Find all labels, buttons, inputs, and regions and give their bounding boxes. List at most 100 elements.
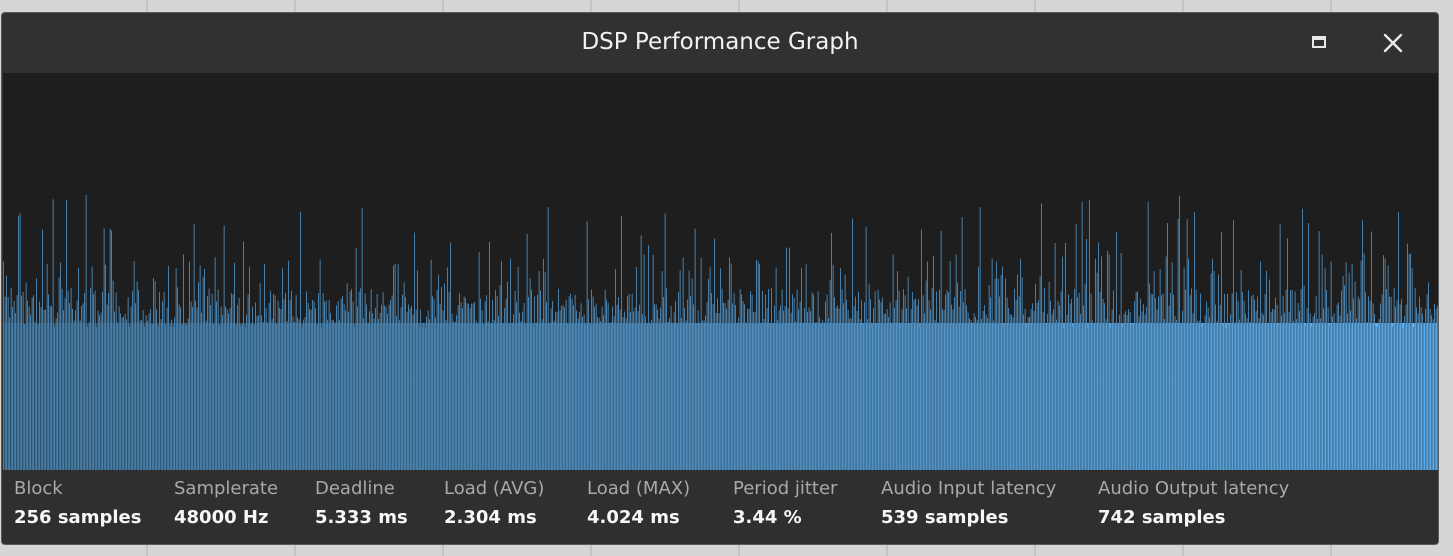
dsp-load-bar [876, 327, 877, 470]
dsp-load-bar [175, 268, 177, 470]
dsp-load-bar [135, 303, 136, 470]
dsp-load-bar [666, 288, 667, 470]
dsp-load-bar [706, 302, 708, 470]
dsp-load-bar [933, 255, 934, 470]
dsp-load-bar [1252, 294, 1254, 470]
dsp-load-bar [118, 306, 120, 470]
dsp-load-bar [967, 312, 969, 470]
dsp-load-bar [123, 317, 124, 470]
stat-value: 742 samples [1098, 507, 1226, 528]
dsp-load-bar [288, 260, 289, 470]
dsp-load-bar [1026, 327, 1027, 470]
dsp-load-bar [814, 322, 816, 470]
dsp-load-bar [1176, 319, 1177, 470]
dsp-load-bar [1302, 208, 1303, 470]
dsp-load-bar [703, 320, 705, 470]
dsp-load-bar [159, 292, 160, 470]
dsp-load-bar [862, 325, 864, 470]
dsp-load-bar [264, 263, 265, 470]
dsp-load-bar [600, 321, 601, 470]
dsp-load-bar [1096, 272, 1098, 470]
dsp-load-bar [1005, 278, 1006, 470]
dsp-load-bar [1164, 319, 1165, 470]
dsp-load-bar [333, 319, 334, 470]
dsp-load-bar [324, 301, 325, 470]
dsp-load-bar [618, 297, 619, 470]
dsp-load-bar [1276, 304, 1278, 470]
dsp-load-bar [699, 324, 700, 470]
stat-period-jitter: Period jitter 3.44 % [733, 478, 837, 528]
dsp-load-bar [304, 317, 306, 470]
dsp-load-bar [981, 319, 982, 470]
dsp-load-bar [964, 289, 966, 470]
dsp-load-bar [81, 306, 82, 470]
dsp-load-bar [280, 308, 282, 470]
dsp-load-bar [612, 306, 613, 470]
dsp-load-bar [459, 293, 460, 470]
dsp-load-bar [673, 312, 675, 470]
dsp-load-bar [274, 295, 276, 470]
dsp-load-bar [1392, 326, 1393, 470]
dsp-load-bar [1153, 271, 1155, 470]
dsp-load-bar [1402, 327, 1404, 470]
stat-value: 256 samples [14, 507, 142, 528]
dsp-load-bar [832, 264, 834, 470]
title-bar[interactable]: DSP Performance Graph [2, 13, 1438, 73]
dsp-load-bar [756, 260, 757, 470]
dsp-load-bar [276, 324, 277, 470]
dsp-load-bar [727, 299, 729, 470]
dsp-load-bar [379, 312, 381, 470]
stat-value: 3.44 % [733, 507, 802, 528]
dsp-load-bar [1228, 324, 1230, 470]
dsp-load-bar [1137, 291, 1138, 470]
dsp-load-bar [1129, 312, 1131, 470]
dsp-load-bar [1269, 279, 1270, 470]
dsp-load-bar [744, 304, 745, 470]
dsp-load-bar [664, 213, 666, 470]
dsp-load-bar [583, 314, 585, 470]
dsp-load-bar [798, 309, 799, 470]
dsp-load-bar [1245, 313, 1246, 470]
dsp-load-bar [1330, 261, 1332, 470]
dsp-load-bar [1348, 272, 1350, 470]
dsp-load-bar [1405, 304, 1407, 470]
dsp-load-bar [802, 322, 804, 470]
dsp-load-bar [1344, 285, 1345, 470]
dsp-load-bar [1296, 319, 1297, 470]
dsp-load-bar [307, 302, 309, 470]
dsp-load-bar [904, 295, 906, 470]
dsp-load-bar [460, 302, 462, 470]
dsp-load-bar [499, 285, 501, 470]
dsp-load-bar [1000, 275, 1002, 470]
dsp-load-bar [1411, 268, 1413, 470]
dsp-load-bar [676, 326, 678, 470]
close-button[interactable] [1376, 27, 1410, 59]
dsp-load-bar [690, 296, 691, 470]
dsp-load-bar [1071, 299, 1072, 470]
dsp-load-bar [1180, 323, 1182, 470]
dsp-load-bar [378, 319, 379, 470]
dsp-load-bar [1041, 203, 1042, 470]
dsp-load-bar [286, 321, 288, 470]
dsp-load-bar [1263, 315, 1264, 470]
dsp-load-bar [1062, 256, 1063, 470]
dsp-load-bar [717, 298, 718, 470]
dsp-load-bar [91, 266, 93, 470]
dsp-load-bar [78, 267, 79, 470]
dsp-load-bar [375, 308, 376, 470]
dsp-load-bar [1024, 308, 1026, 470]
dsp-load-bar [27, 300, 28, 470]
dsp-load-bar [279, 307, 280, 470]
dsp-load-bar [357, 306, 358, 470]
dsp-load-bar [190, 301, 192, 470]
dsp-load-bar [849, 318, 850, 470]
dsp-load-bar [822, 319, 823, 470]
dsp-load-bar [843, 303, 844, 470]
dsp-load-bar [991, 258, 993, 470]
dsp-load-bar [603, 315, 604, 470]
dsp-load-bar [759, 263, 760, 470]
dsp-load-bar [613, 316, 615, 470]
dsp-load-bar [999, 296, 1000, 470]
dsp-load-bar [1045, 324, 1047, 470]
maximize-button[interactable] [1303, 27, 1337, 59]
